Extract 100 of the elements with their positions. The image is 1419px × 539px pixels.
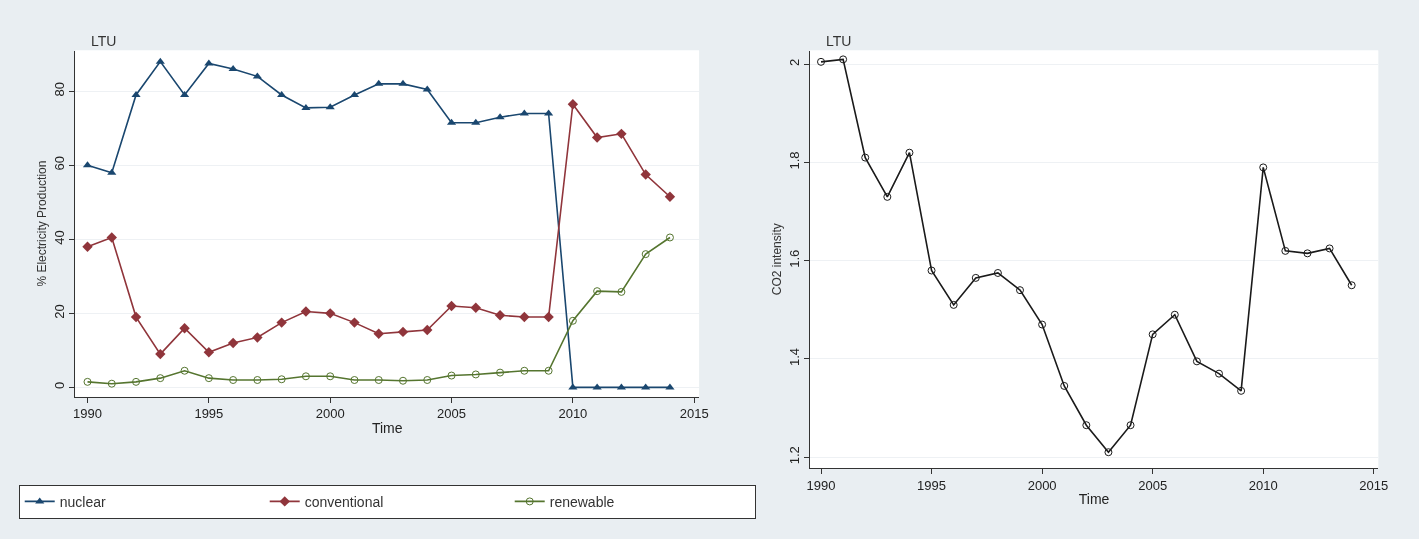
point <box>398 376 407 385</box>
point <box>664 191 676 202</box>
chart-title: LTU <box>91 33 117 49</box>
y-tick-label: 1.6 <box>786 249 802 268</box>
point <box>1170 310 1179 319</box>
y-tick-label: 1.2 <box>786 446 802 465</box>
point <box>447 371 456 380</box>
point <box>325 103 335 110</box>
point <box>1281 246 1290 255</box>
point <box>471 118 481 125</box>
point <box>1104 448 1113 457</box>
point <box>227 337 239 349</box>
point <box>179 322 190 334</box>
point <box>1082 421 1091 430</box>
point <box>350 376 359 384</box>
point <box>616 128 627 140</box>
x-tick-label: 2015 <box>1359 477 1389 493</box>
y-tick-label: 60 <box>52 156 68 171</box>
x-tick-label: 2010 <box>1248 477 1278 493</box>
point <box>130 311 142 323</box>
point <box>839 55 848 64</box>
x-tick-label: 1995 <box>917 477 947 493</box>
x-tick-label: 1990 <box>73 406 102 422</box>
point <box>422 324 433 336</box>
point <box>203 347 215 358</box>
point <box>155 57 165 64</box>
point <box>494 310 506 321</box>
point <box>519 311 530 323</box>
y-tick-label: 0 <box>52 381 68 390</box>
point <box>131 90 141 97</box>
point <box>817 57 826 66</box>
point <box>1259 163 1268 172</box>
x-tick-label: 2015 <box>679 406 709 422</box>
point <box>107 168 117 175</box>
point <box>495 113 505 120</box>
point <box>593 287 602 296</box>
point <box>544 366 553 375</box>
point <box>446 300 457 312</box>
point <box>301 103 311 110</box>
point <box>107 379 116 388</box>
x-tick-label: 1995 <box>194 406 224 422</box>
point <box>398 79 408 86</box>
point <box>228 65 238 72</box>
legend-label: nuclear <box>59 493 106 510</box>
point <box>374 79 384 86</box>
point <box>300 306 312 317</box>
point <box>326 372 335 381</box>
y-tick-label: 1.8 <box>786 151 802 170</box>
point <box>520 366 529 375</box>
point <box>204 374 213 383</box>
x-tick-label: 1990 <box>806 477 836 493</box>
x-tick-label: 2000 <box>1027 477 1057 493</box>
point <box>82 241 93 252</box>
point <box>349 317 360 328</box>
point <box>949 300 958 309</box>
y-axis-title: CO2 intensity <box>770 223 785 296</box>
point <box>1347 281 1356 290</box>
point <box>543 311 554 323</box>
point <box>1038 320 1047 329</box>
point <box>1303 249 1312 258</box>
point <box>324 308 336 319</box>
point <box>665 233 674 242</box>
point <box>640 169 651 180</box>
point <box>106 232 117 243</box>
y-tick-label: 1.4 <box>786 347 802 366</box>
point <box>83 377 92 386</box>
point <box>423 376 432 384</box>
point <box>993 268 1002 277</box>
legend-label: renewable <box>549 493 615 510</box>
x-tick-label: 2005 <box>437 406 466 422</box>
point <box>253 376 262 384</box>
y-tick-label: 20 <box>52 304 68 319</box>
point <box>905 148 914 157</box>
point <box>1215 369 1224 378</box>
point <box>397 326 409 338</box>
point <box>1016 286 1025 295</box>
point <box>471 370 480 379</box>
point <box>617 287 626 296</box>
point <box>971 273 980 282</box>
point <box>277 375 286 384</box>
point <box>567 99 579 110</box>
point <box>927 266 936 275</box>
y-tick-label: 80 <box>52 82 68 97</box>
point <box>1192 357 1201 366</box>
x-tick-label: 2005 <box>1138 477 1168 493</box>
point <box>277 90 287 97</box>
point <box>252 332 263 343</box>
point <box>204 59 214 66</box>
legend-label: conventional <box>304 493 384 510</box>
y-axis-title: % Electricity Production <box>35 160 50 287</box>
point <box>1237 386 1246 395</box>
chart-title: LTU <box>826 33 852 49</box>
x-axis-title: Time <box>1078 490 1110 507</box>
point <box>641 250 650 259</box>
point <box>1060 381 1069 390</box>
point <box>156 374 165 383</box>
point <box>861 153 870 162</box>
x-axis-title: Time <box>371 419 403 436</box>
point <box>301 372 310 381</box>
point <box>1325 244 1334 253</box>
